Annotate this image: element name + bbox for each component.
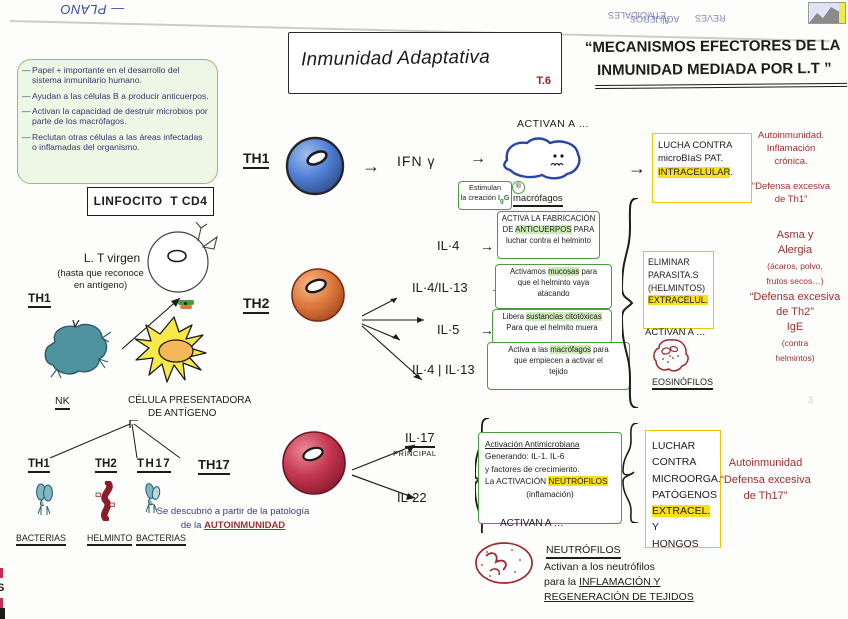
svg-text:ESTIMULA: ESTIMULA [304,302,332,308]
